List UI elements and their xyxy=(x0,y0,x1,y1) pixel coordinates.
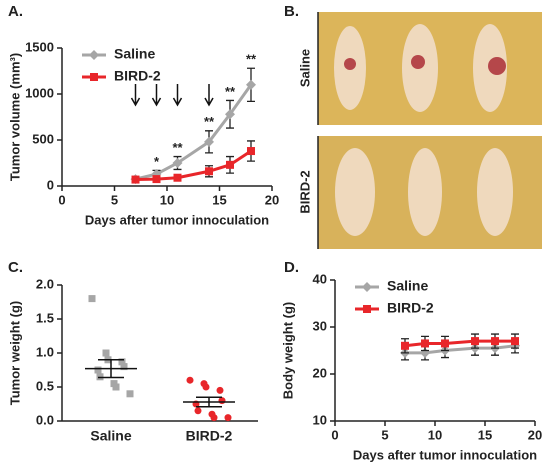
marker xyxy=(511,337,519,346)
error-bar xyxy=(98,359,124,379)
x-axis-title: Days after tumor innoculation xyxy=(85,212,269,227)
marker xyxy=(247,147,255,156)
x-tick-label: 10 xyxy=(428,427,442,442)
marker xyxy=(471,337,479,346)
marker xyxy=(216,386,224,394)
y-tick-label: 10 xyxy=(313,412,327,427)
y-tick-label: 500 xyxy=(32,131,54,146)
y-axis-title: Tumor volume (mm³) xyxy=(7,53,22,181)
marker xyxy=(362,282,372,292)
x-tick-label: BIRD-2 xyxy=(186,428,233,444)
x-tick-label: 15 xyxy=(478,427,492,442)
error-bar xyxy=(196,396,222,408)
marker xyxy=(363,305,371,313)
marker xyxy=(210,414,218,422)
arrow xyxy=(172,84,183,107)
x-tick-label: 5 xyxy=(381,427,388,442)
y-tick-label: 0 xyxy=(47,177,54,192)
marker xyxy=(421,339,429,348)
marker xyxy=(194,407,202,415)
panel-label: A. xyxy=(8,3,23,20)
y-tick-label: 1.5 xyxy=(36,310,54,325)
y-tick-label: 0.0 xyxy=(36,412,54,427)
annotation: * xyxy=(154,154,160,169)
x-tick-label: 20 xyxy=(265,192,279,207)
marker xyxy=(120,363,128,371)
marker xyxy=(224,414,232,422)
marker xyxy=(172,158,183,168)
marker xyxy=(491,337,499,346)
marker xyxy=(226,160,234,169)
annotation: ** xyxy=(246,52,257,67)
y-tick-label: 1000 xyxy=(25,85,54,100)
panel-label: B. xyxy=(284,3,299,20)
marker xyxy=(94,366,102,374)
photo-panel: B. Saline BIRD-2 xyxy=(284,3,542,249)
marker xyxy=(186,376,194,384)
x-tick-label: 0 xyxy=(331,427,338,442)
panel-label: C. xyxy=(8,259,23,276)
marker xyxy=(441,339,449,348)
y-tick-label: 1500 xyxy=(25,39,54,54)
y-tick-label: 30 xyxy=(313,318,327,333)
panel-label: D. xyxy=(284,259,299,276)
x-tick-label: Saline xyxy=(90,428,131,444)
marker xyxy=(88,295,96,303)
x-tick-label: 5 xyxy=(111,192,118,207)
y-axis-title: Tumor weight (g) xyxy=(7,301,22,405)
row-label: BIRD-2 xyxy=(297,170,312,213)
y-axis-title: Body weight (g) xyxy=(280,302,295,400)
marker xyxy=(202,383,210,391)
annotation: ** xyxy=(204,114,215,129)
y-tick-label: 2.0 xyxy=(36,276,54,291)
marker xyxy=(152,175,161,184)
legend-label: Saline xyxy=(387,278,428,294)
annotation: ** xyxy=(225,84,236,99)
legend-label: BIRD-2 xyxy=(114,68,161,84)
marker xyxy=(401,341,409,350)
legend-label: Saline xyxy=(114,46,155,62)
marker xyxy=(112,383,120,391)
marker xyxy=(126,390,134,398)
marker xyxy=(89,50,99,60)
marker xyxy=(102,349,110,357)
marker xyxy=(173,173,182,182)
marker xyxy=(205,167,213,176)
marker xyxy=(131,175,140,184)
y-tick-label: 0.5 xyxy=(36,378,54,393)
marker xyxy=(218,397,226,405)
x-tick-label: 15 xyxy=(212,192,226,207)
y-tick-label: 40 xyxy=(313,271,327,286)
arrow xyxy=(130,84,141,107)
x-tick-label: 0 xyxy=(58,192,65,207)
arrow xyxy=(151,84,162,107)
y-tick-label: 20 xyxy=(313,365,327,380)
arrow xyxy=(204,84,214,107)
row-label: Saline xyxy=(297,49,312,87)
marker xyxy=(225,109,235,120)
marker xyxy=(246,79,256,90)
marker xyxy=(118,358,126,366)
tumors xyxy=(344,55,506,75)
mice xyxy=(334,24,513,236)
marker xyxy=(90,73,98,81)
x-tick-label: 10 xyxy=(160,192,174,207)
x-axis-title: Days after tumor innoculation xyxy=(353,447,537,462)
annotation: ** xyxy=(172,140,183,155)
x-tick-label: 20 xyxy=(528,427,542,442)
legend-label: BIRD-2 xyxy=(387,300,434,316)
marker xyxy=(204,136,214,147)
y-tick-label: 1.0 xyxy=(36,344,54,359)
